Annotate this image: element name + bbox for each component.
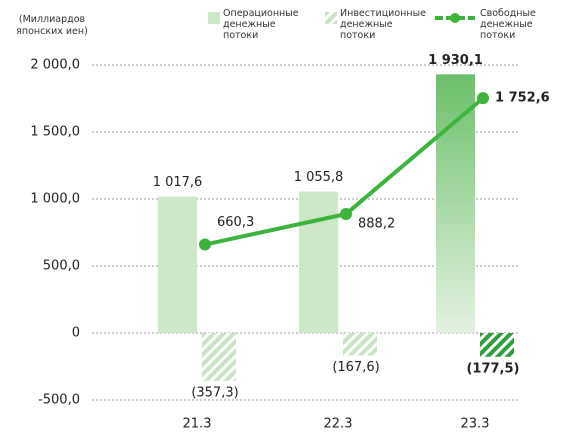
data-label: (357,3)	[191, 385, 238, 400]
x-tick-label: 23.3	[461, 417, 490, 432]
bar	[158, 196, 197, 333]
legend-swatch	[208, 12, 220, 24]
data-label: (167,6)	[332, 360, 379, 375]
y-tick-label: 1 000,0	[30, 192, 80, 207]
y-tick-label: 500,0	[43, 259, 80, 274]
x-tick-label: 22.3	[324, 417, 353, 432]
data-label: 1 017,6	[153, 175, 203, 190]
line-marker	[199, 238, 211, 251]
data-label: 1 055,8	[294, 170, 344, 185]
bar	[436, 74, 475, 333]
data-label: 1 752,6	[495, 91, 550, 106]
legend-marker	[450, 13, 460, 23]
bar	[343, 333, 377, 356]
y-tick-label: 0	[72, 326, 80, 341]
legend-label: Свободные денежные потоки	[480, 8, 536, 41]
y-tick-label: -500,0	[38, 393, 80, 408]
bar	[299, 191, 338, 333]
x-tick-label: 21.3	[183, 417, 212, 432]
bar	[480, 333, 514, 357]
legend-label: Операционные денежные потоки	[223, 8, 299, 41]
data-label: 888,2	[358, 216, 395, 231]
line-marker	[477, 92, 489, 105]
legend-label: Инвестиционные денежные потоки	[340, 8, 426, 41]
y-axis-label: (Миллиардов японских иен)	[16, 14, 88, 37]
data-label: 1 930,1	[428, 53, 483, 68]
bar	[202, 333, 236, 381]
line-marker	[340, 207, 352, 220]
y-tick-label: 2 000,0	[30, 58, 80, 73]
y-tick-label: 1 500,0	[30, 125, 80, 140]
data-label: 660,3	[217, 215, 254, 230]
data-label: (177,5)	[466, 361, 519, 376]
legend-swatch	[325, 12, 337, 24]
